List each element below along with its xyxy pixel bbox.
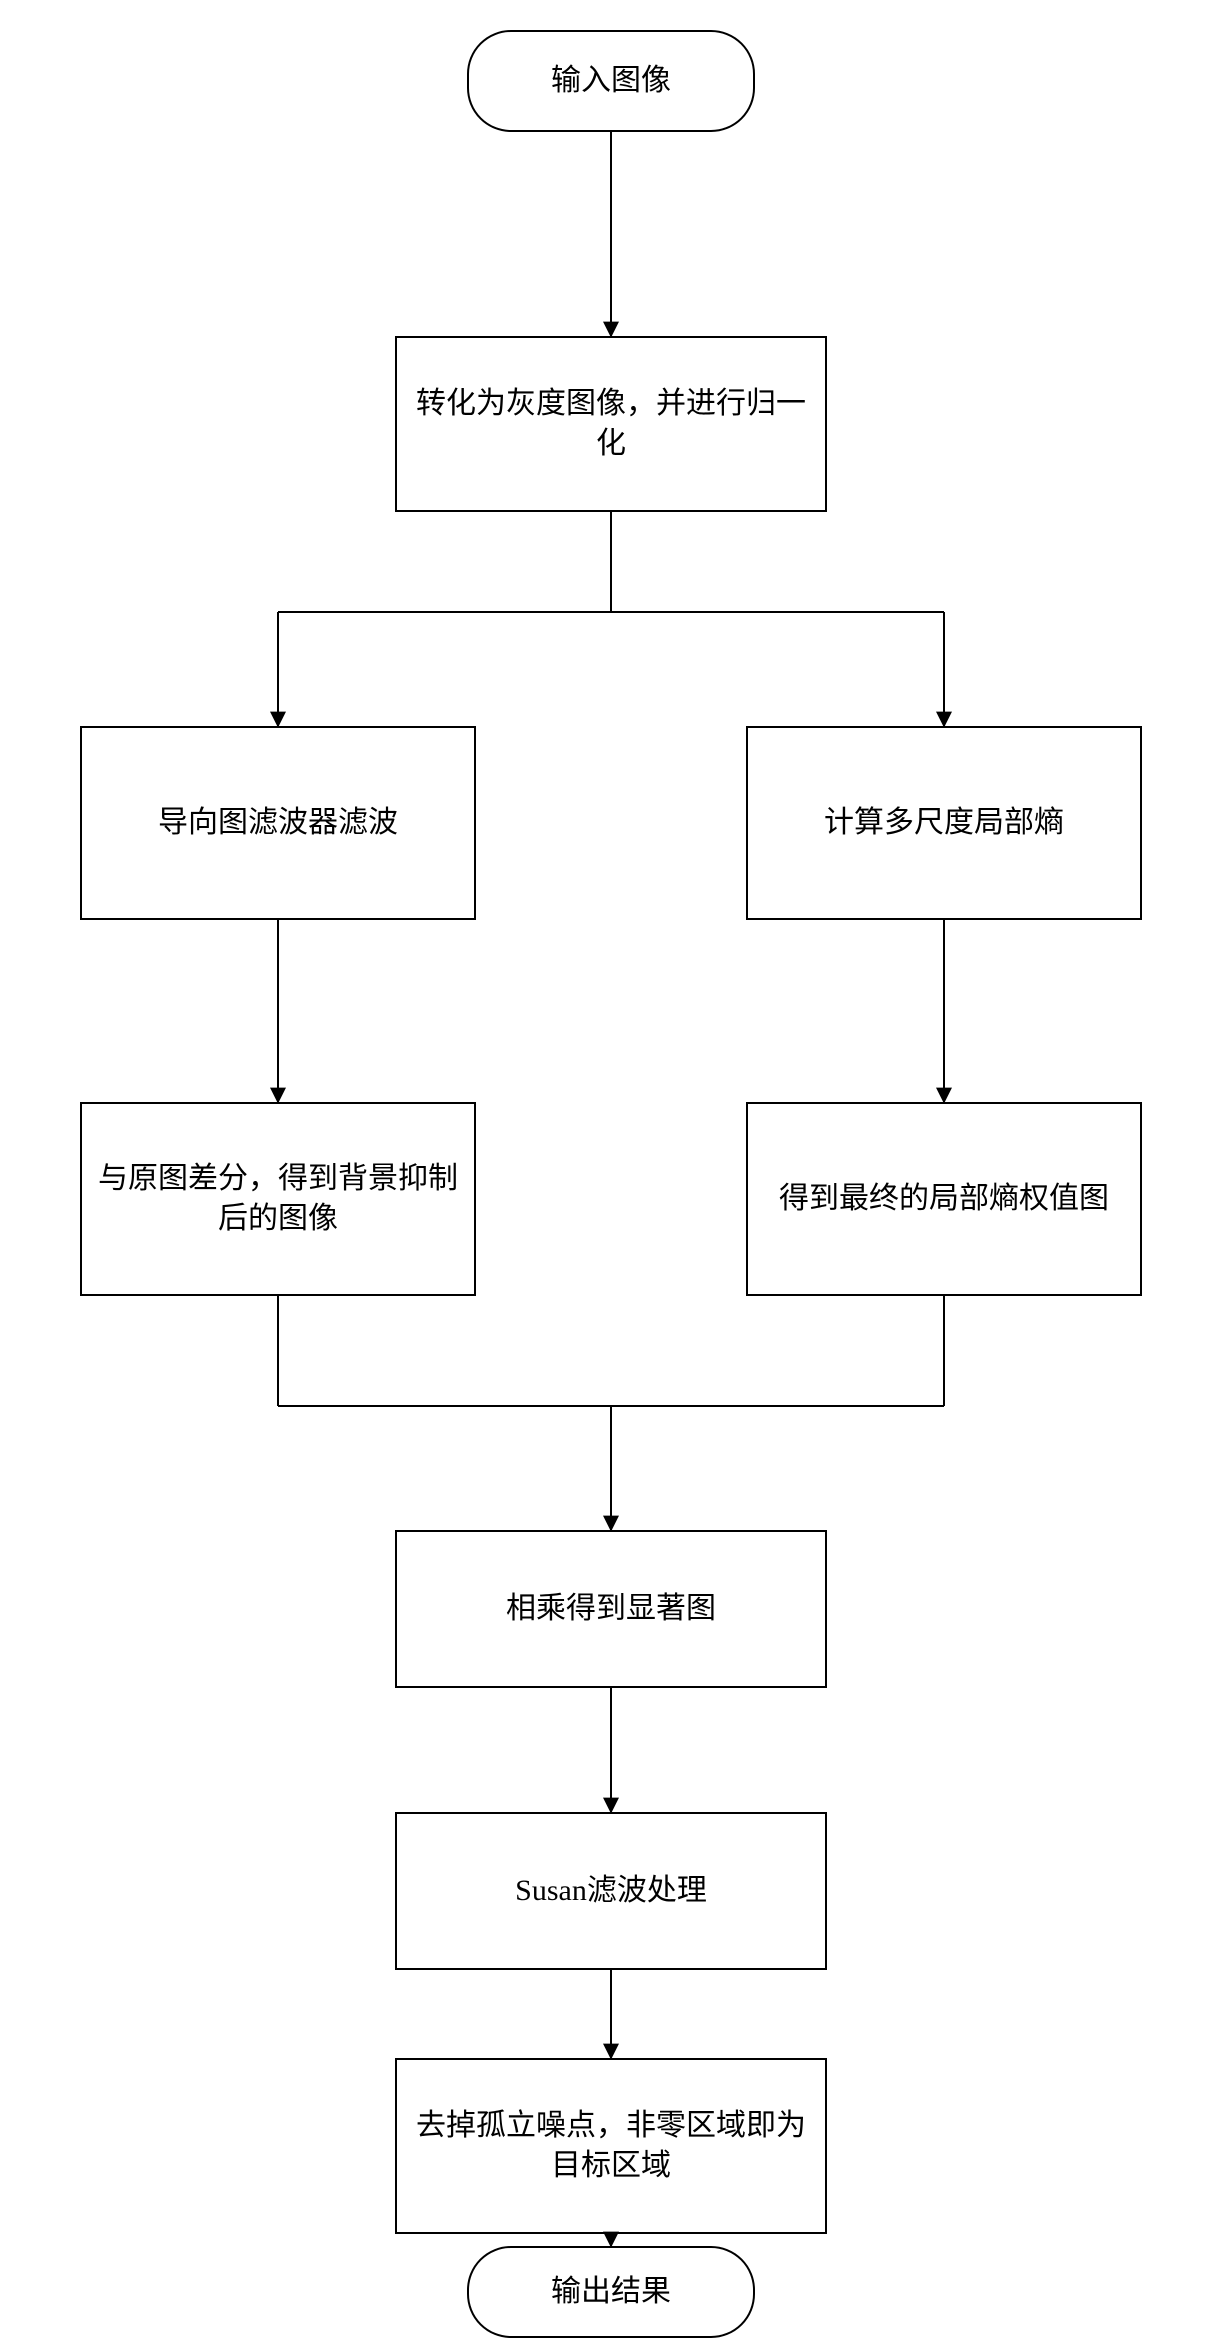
node-label: 转化为灰度图像，并进行归一化	[405, 384, 817, 465]
node-n2: 转化为灰度图像，并进行归一化	[395, 336, 827, 512]
node-label: 计算多尺度局部熵	[824, 803, 1064, 844]
node-n3a: 导向图滤波器滤波	[80, 726, 476, 920]
node-n7: 去掉孤立噪点，非零区域即为目标区域	[395, 2058, 827, 2234]
node-label: Susan滤波处理	[515, 1871, 707, 1912]
node-label: 与原图差分，得到背景抑制后的图像	[90, 1159, 466, 1240]
node-label: 导向图滤波器滤波	[158, 803, 398, 844]
node-n4b: 得到最终的局部熵权值图	[746, 1102, 1142, 1296]
node-n3b: 计算多尺度局部熵	[746, 726, 1142, 920]
node-n4a: 与原图差分，得到背景抑制后的图像	[80, 1102, 476, 1296]
node-label: 去掉孤立噪点，非零区域即为目标区域	[405, 2106, 817, 2187]
node-label: 输入图像	[551, 61, 671, 102]
node-label: 输出结果	[551, 2272, 671, 2313]
flowchart-canvas: 输入图像转化为灰度图像，并进行归一化导向图滤波器滤波 计算多尺度局部熵与原图差分，…	[0, 0, 1222, 2351]
node-n6: Susan滤波处理	[395, 1812, 827, 1970]
node-label: 得到最终的局部熵权值图	[779, 1179, 1109, 1220]
node-label: 相乘得到显著图	[506, 1589, 716, 1630]
node-n8: 输出结果	[467, 2246, 755, 2338]
node-n1: 输入图像	[467, 30, 755, 132]
node-n5: 相乘得到显著图	[395, 1530, 827, 1688]
